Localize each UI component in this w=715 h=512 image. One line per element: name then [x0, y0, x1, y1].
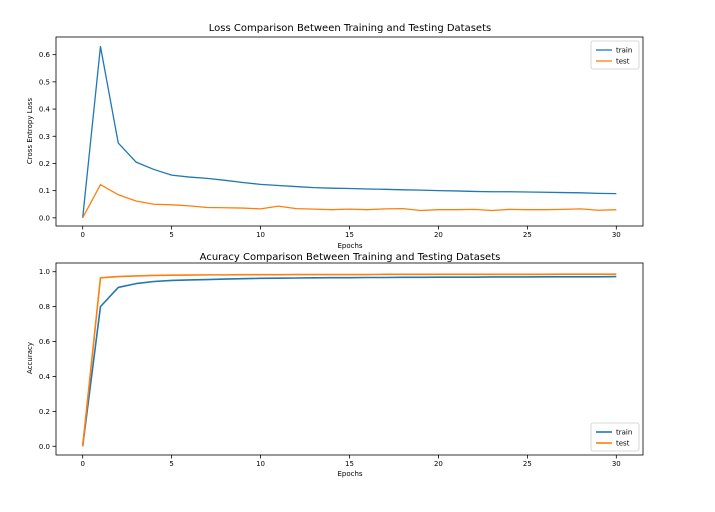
loss-xtick-label: 10	[256, 231, 265, 239]
accuracy-xtick-label: 25	[523, 460, 532, 468]
loss-ytick-label: 0.0	[39, 214, 50, 222]
loss-ytick-label: 0.5	[39, 78, 50, 86]
loss-ytick-label: 0.3	[39, 133, 50, 141]
loss-legend-label-train: train	[616, 47, 632, 55]
accuracy-chart-title: Acuracy Comparison Between Training and …	[200, 252, 501, 263]
accuracy-xtick-label: 20	[434, 460, 443, 468]
loss-chart-ylabel: Cross Entropy Loss	[26, 98, 34, 165]
accuracy-xtick-label: 10	[256, 460, 265, 468]
accuracy-legend-label-train: train	[616, 429, 632, 437]
accuracy-plot-area: 0 5 10 15 20 25 30 0.0 0.2 0.4 0.6 0.8 1.0 train test	[39, 262, 644, 468]
loss-series-train	[82, 45, 617, 218]
loss-xtick-label: 15	[345, 231, 354, 239]
accuracy-xtick-label: 5	[169, 460, 173, 468]
accuracy-legend: train test	[590, 422, 640, 452]
loss-xtick-label: 5	[169, 231, 173, 239]
loss-plot-area: 0 5 10 15 20 25 30 0.0 0.1 0.2 0.3 0.4 0.5 0.6 train te…	[39, 36, 644, 239]
loss-xtick-label: 0	[80, 231, 84, 239]
accuracy-series-test	[81, 273, 617, 447]
accuracy-legend-label-test: test	[616, 440, 630, 448]
loss-xtick-label: 25	[523, 231, 532, 239]
accuracy-ytick-label: 0.8	[39, 303, 50, 311]
loss-chart: Loss Comparison Between Training and Tes…	[26, 23, 644, 250]
loss-series-test	[82, 184, 617, 219]
accuracy-chart-xlabel: Epochs	[337, 470, 362, 478]
accuracy-xtick-label: 15	[345, 460, 354, 468]
accuracy-ytick-label: 0.2	[39, 408, 50, 416]
loss-ytick-label: 0.4	[39, 106, 51, 114]
accuracy-ytick-label: 0.4	[39, 373, 51, 381]
accuracy-series-train	[81, 275, 617, 447]
loss-ytick-label: 0.2	[39, 160, 50, 168]
loss-ytick-label: 0.1	[39, 187, 50, 195]
accuracy-ytick-label: 1.0	[39, 268, 50, 276]
accuracy-legend-box	[590, 422, 640, 452]
loss-legend-box	[590, 40, 640, 70]
loss-chart-xlabel: Epochs	[337, 242, 362, 250]
loss-xtick-label: 20	[434, 231, 443, 239]
accuracy-ytick-label: 0.6	[39, 338, 51, 346]
accuracy-xtick-label: 30	[612, 460, 621, 468]
accuracy-xtick-label: 0	[80, 460, 84, 468]
loss-legend: train test	[590, 40, 640, 70]
loss-axes-frame	[55, 36, 644, 227]
loss-legend-label-test: test	[616, 58, 630, 66]
loss-ytick-label: 0.6	[39, 51, 51, 59]
accuracy-axes-frame	[55, 262, 644, 456]
accuracy-chart: Acuracy Comparison Between Training and …	[26, 252, 644, 478]
loss-xtick-label: 30	[612, 231, 621, 239]
accuracy-chart-ylabel: Accuracy	[26, 342, 34, 374]
loss-chart-title: Loss Comparison Between Training and Tes…	[209, 23, 491, 34]
accuracy-ytick-label: 0.0	[39, 443, 50, 451]
